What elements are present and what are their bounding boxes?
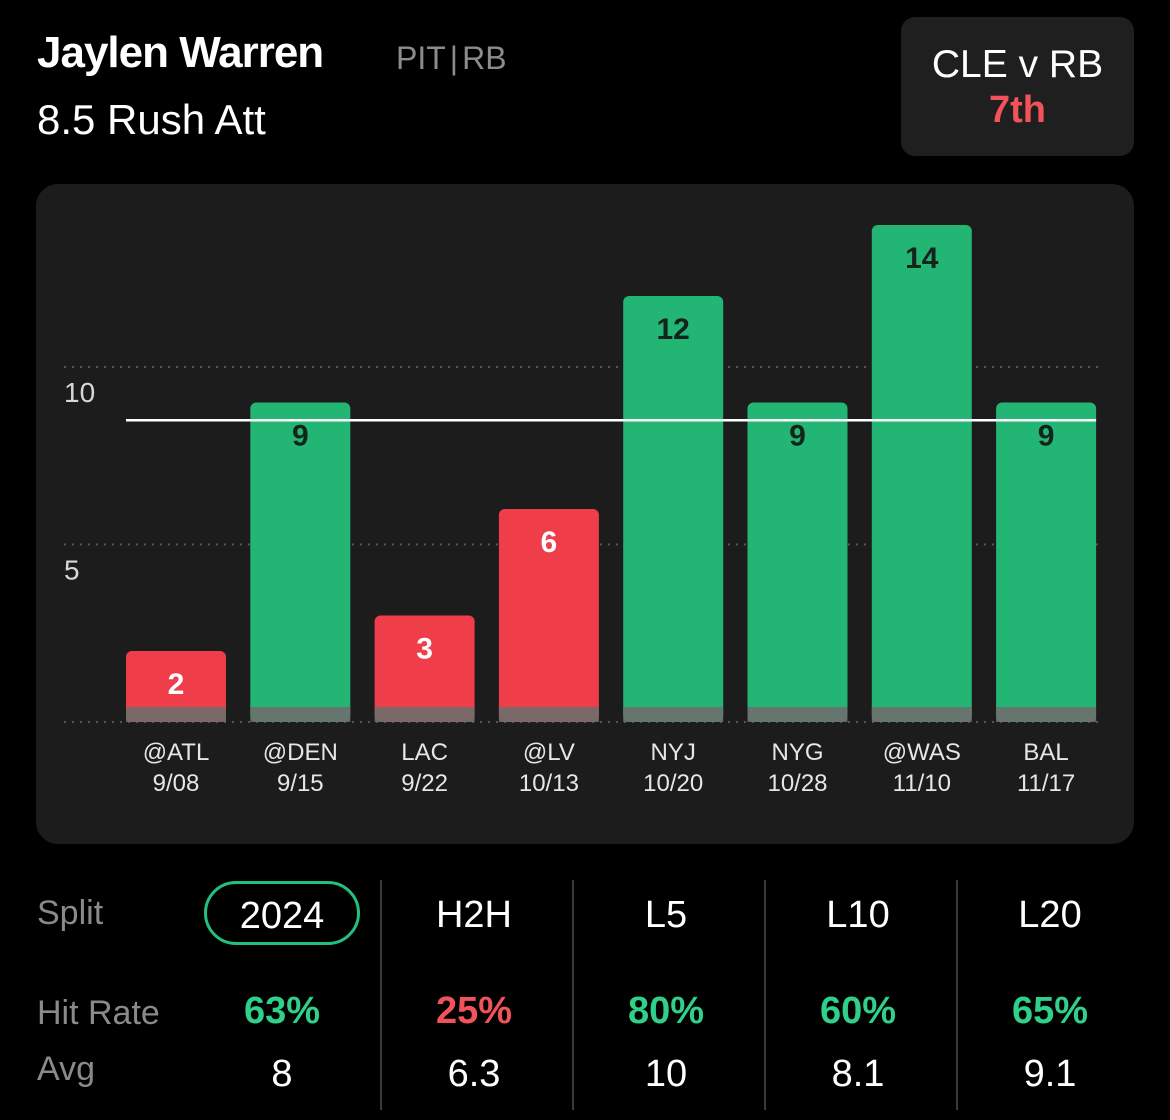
split-tab-2024[interactable]: 2024 (204, 881, 360, 945)
bar-BAL (996, 402, 1097, 722)
split-table: Split Hit Rate Avg (0, 870, 1170, 1120)
y-tick-label: 10 (64, 377, 95, 408)
x-tick-opponent: @WAS (883, 739, 961, 766)
x-tick-date: 10/28 (767, 770, 827, 797)
split-tab-h2h[interactable]: H2H (435, 894, 513, 936)
bar-base (250, 707, 351, 722)
x-tick-opponent: NYJ (651, 739, 696, 766)
bar-base (996, 707, 1097, 722)
bar-base (498, 707, 599, 722)
x-tick-opponent: LAC (401, 739, 448, 766)
bar-base (871, 707, 972, 722)
position-label: RB (462, 40, 507, 76)
bar-value-label: 9 (789, 420, 806, 453)
avg-row-label: Avg (37, 1050, 95, 1088)
hit-rate-value: 65% (1011, 990, 1089, 1032)
split-row-label: Split (37, 894, 104, 932)
y-tick-label: 5 (64, 555, 80, 586)
hit-rate-value: 63% (243, 990, 321, 1032)
avg-value: 6.3 (447, 1053, 501, 1095)
x-tick-date: 9/15 (277, 770, 324, 797)
bar-value-label: 3 (416, 633, 433, 666)
x-tick-date: 11/10 (893, 770, 951, 797)
bar-LAC (374, 615, 475, 722)
matchup-title: CLE v RB (931, 42, 1104, 86)
x-tick-opponent: @LV (523, 739, 575, 766)
split-tab-l5[interactable]: L5 (644, 894, 688, 936)
bar-value-label: 12 (657, 313, 690, 346)
bar-base (126, 707, 226, 722)
x-tick-date: 10/20 (643, 770, 703, 797)
hit-rate-row-label: Hit Rate (37, 994, 160, 1032)
x-tick-opponent: BAL (1023, 739, 1068, 766)
avg-value: 8 (271, 1053, 293, 1095)
column-divider (764, 880, 766, 1110)
split-tab-l20[interactable]: L20 (1018, 894, 1082, 936)
hit-rate-value: 80% (627, 990, 705, 1032)
column-divider (956, 880, 958, 1110)
team-label: PIT (396, 40, 446, 76)
bar-@DEN (250, 402, 351, 722)
player-name: Jaylen Warren (37, 28, 324, 77)
avg-value: 10 (644, 1053, 688, 1095)
column-divider (572, 880, 574, 1110)
hit-rate-value: 25% (435, 990, 513, 1032)
player-meta: PIT | RB (396, 40, 507, 77)
x-tick-date: 11/17 (1017, 770, 1075, 797)
prop-line: 8.5 Rush Att (37, 96, 266, 143)
split-tab-l10[interactable]: L10 (826, 894, 890, 936)
bar-value-label: 9 (1038, 420, 1055, 453)
bar-base (747, 707, 848, 722)
column-divider (380, 880, 382, 1110)
matchup-card[interactable]: CLE v RB 7th (901, 17, 1134, 156)
bar-@LV (498, 509, 599, 722)
bar-@ATL (126, 651, 226, 722)
game-log-chart: 5 10 2 @ATL 9/08 9 @DEN 9/15 3 LAC 9/22 6 @LV 10/13 12… (36, 184, 1134, 844)
hit-rate-value: 60% (819, 990, 897, 1032)
bar-value-label: 6 (541, 526, 558, 559)
meta-separator: | (449, 40, 459, 76)
x-tick-opponent: NYG (771, 739, 823, 766)
bar-value-label: 9 (292, 420, 309, 453)
avg-value: 8.1 (831, 1053, 885, 1095)
bar-NYJ (623, 296, 724, 722)
x-tick-date: 9/22 (401, 770, 448, 797)
bar-base (374, 707, 475, 722)
bar-base (623, 707, 724, 722)
bar-value-label: 14 (905, 242, 939, 275)
x-tick-opponent: @ATL (143, 739, 210, 766)
bar-@WAS (871, 225, 972, 722)
x-tick-opponent: @DEN (263, 739, 338, 766)
avg-value: 9.1 (1023, 1053, 1077, 1095)
bar-NYG (747, 402, 848, 722)
chart-svg: 5 10 2 @ATL 9/08 9 @DEN 9/15 3 LAC 9/22 6 @LV 10/13 12… (64, 225, 1102, 797)
x-tick-date: 10/13 (519, 770, 579, 797)
bar-value-label: 2 (168, 668, 185, 701)
matchup-rank: 7th (989, 88, 1046, 131)
x-tick-date: 9/08 (153, 770, 200, 797)
